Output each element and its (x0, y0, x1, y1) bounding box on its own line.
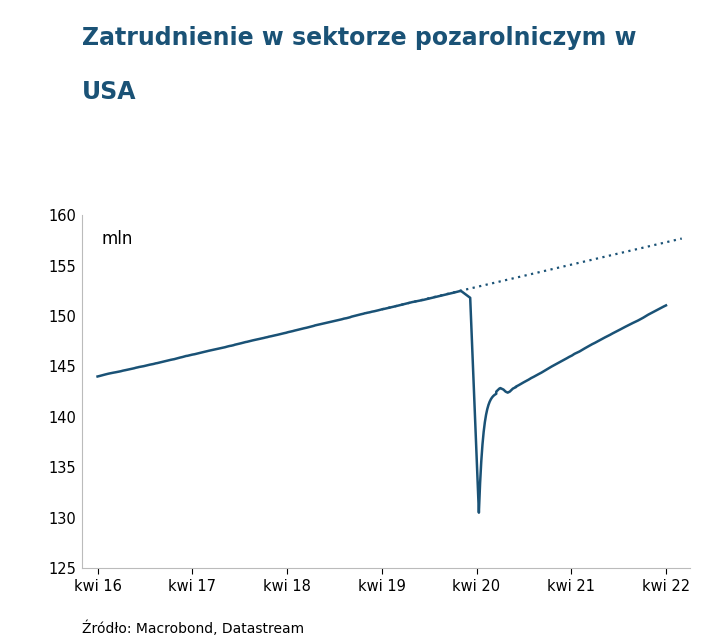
Text: USA: USA (82, 80, 137, 104)
Text: mln: mln (102, 230, 133, 248)
Text: Zatrudnienie w sektorze pozarolniczym w: Zatrudnienie w sektorze pozarolniczym w (82, 26, 636, 49)
Text: Źródło: Macrobond, Datastream: Źródło: Macrobond, Datastream (82, 620, 304, 636)
